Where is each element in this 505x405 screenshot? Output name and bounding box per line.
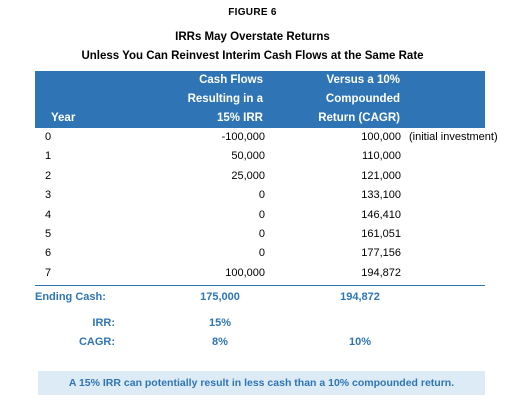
header-cash-flows-line-2: Resulting in a xyxy=(187,93,263,105)
cell-cash-flows: 0 xyxy=(258,228,265,240)
header-versus: Versus a 10% Compounded Return (CAGR) xyxy=(280,71,400,128)
cell-cash-flows: 25,000 xyxy=(231,169,265,182)
header-cash-flows-line-3: 15% IRR xyxy=(216,112,263,124)
figure-label: FIGURE 6 xyxy=(228,7,277,18)
table-row: 5 0 161,051 xyxy=(35,225,495,243)
header-year-line: Year xyxy=(51,112,76,124)
summary-row: Ending Cash: 175,000 194,872 xyxy=(35,288,495,306)
table-header: Year Cash Flows Resulting in a 15% IRR V… xyxy=(35,71,485,128)
header-cash-flows: Cash Flows Resulting in a 15% IRR xyxy=(155,71,263,128)
table-row: 2 25,000 121,000 xyxy=(35,167,495,185)
header-year: Year xyxy=(51,109,75,128)
cell-year: 0 xyxy=(45,131,52,143)
cell-versus: 100,000 xyxy=(361,131,401,143)
cell-year: 2 xyxy=(45,169,52,182)
chart-title-line-2: Unless You Can Reinvest Interim Cash Flo… xyxy=(81,50,424,62)
summary-row: CAGR: 8% 10% xyxy=(35,333,495,351)
footnote-box: A 15% IRR can potentially result in less… xyxy=(38,371,485,395)
cell-cash-flows: 0 xyxy=(258,208,265,221)
summary-cash-flows: 8% xyxy=(212,336,228,348)
cell-versus: 177,156 xyxy=(361,247,401,260)
cell-year: 1 xyxy=(45,150,52,163)
cell-year: 3 xyxy=(45,189,52,202)
summary-divider xyxy=(35,285,485,286)
chart-title-line-1: IRRs May Overstate Returns xyxy=(175,31,330,43)
table-row: 0 -100,000 100,000 (initial investment) xyxy=(35,128,498,146)
header-versus-line-3: Return (CAGR) xyxy=(318,112,400,124)
cell-versus: 133,100 xyxy=(361,189,401,202)
header-versus-line-1: Versus a 10% xyxy=(326,74,400,86)
table-row: 4 0 146,410 xyxy=(35,206,495,224)
footnote-text: A 15% IRR can potentially result in less… xyxy=(68,377,455,389)
summary-versus: 10% xyxy=(348,336,372,348)
summary-cash-flows: 175,000 xyxy=(200,291,240,303)
summary-cash-flows: 15% xyxy=(208,317,232,329)
summary-label: IRR: xyxy=(92,317,115,329)
cell-year: 4 xyxy=(45,208,52,221)
cell-cash-flows: 0 xyxy=(258,247,265,260)
summary-label: Ending Cash: xyxy=(35,291,106,303)
cell-versus: 110,000 xyxy=(362,150,401,163)
table-row: 1 50,000 110,000 xyxy=(35,147,495,165)
cell-versus: 121,000 xyxy=(361,169,401,182)
cell-year: 6 xyxy=(45,247,52,260)
summary-label: CAGR: xyxy=(78,336,115,348)
cell-year: 5 xyxy=(45,228,52,240)
cell-versus: 161,051 xyxy=(361,228,401,240)
header-versus-line-2: Compounded xyxy=(325,93,400,105)
cell-cash-flows: 100,000 xyxy=(225,266,265,279)
cell-cash-flows: -100,000 xyxy=(221,131,265,143)
summary-row: IRR: 15% xyxy=(35,314,495,332)
cell-cash-flows: 0 xyxy=(258,189,265,202)
table-row: 6 0 177,156 xyxy=(35,244,495,262)
cell-versus: 194,872 xyxy=(361,266,401,279)
table-row: 7 100,000 194,872 xyxy=(35,264,495,282)
table-row: 3 0 133,100 xyxy=(35,186,495,204)
cell-versus: 146,410 xyxy=(361,208,401,221)
cell-note: (initial investment) xyxy=(409,131,498,143)
header-cash-flows-line-1: Cash Flows xyxy=(199,74,263,86)
cell-cash-flows: 50,000 xyxy=(231,150,265,163)
summary-versus: 194,872 xyxy=(340,291,380,303)
cell-year: 7 xyxy=(45,266,52,279)
